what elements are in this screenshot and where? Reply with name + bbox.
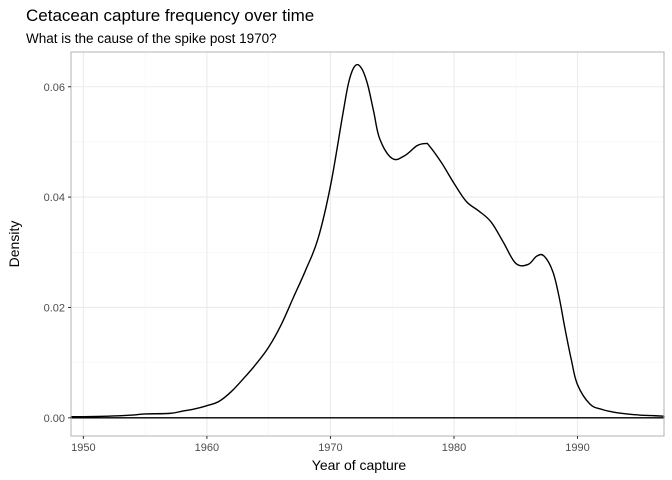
chart-subtitle: What is the cause of the spike post 1970…	[26, 31, 277, 46]
y-tick-label: 0.06	[44, 82, 65, 94]
x-axis-title: Year of capture	[312, 457, 407, 473]
y-axis: 0.00 0.02 0.04 0.06	[44, 82, 71, 425]
density-curve	[70, 63, 665, 419]
panel-border	[70, 51, 665, 437]
chart-title: Cetacean capture frequency over time	[26, 6, 314, 25]
density-series	[70, 63, 665, 419]
x-tick-label: 1990	[565, 442, 589, 454]
y-tick-label: 0.04	[44, 192, 65, 204]
y-axis-title: Density	[6, 221, 22, 268]
x-axis: 1950 1960 1970 1980 1990	[71, 436, 590, 454]
y-tick-label: 0.00	[44, 413, 65, 425]
x-tick-label: 1950	[71, 442, 95, 454]
x-tick-label: 1960	[195, 442, 219, 454]
y-tick-label: 0.02	[44, 302, 65, 314]
x-tick-label: 1980	[442, 442, 466, 454]
x-tick-label: 1970	[318, 442, 342, 454]
